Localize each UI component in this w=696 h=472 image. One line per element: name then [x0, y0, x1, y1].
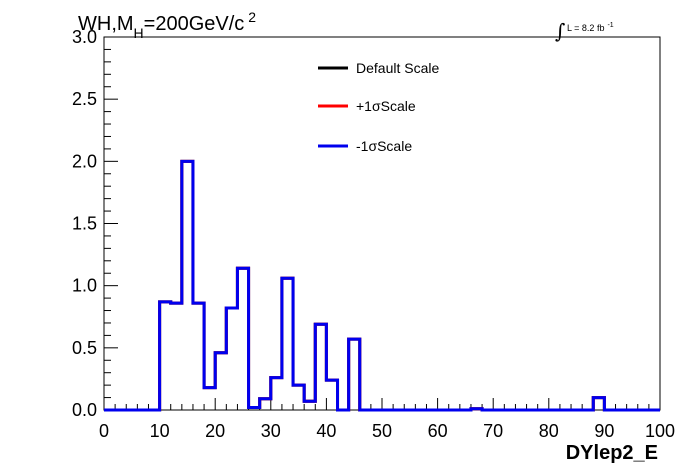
y-tick-label: 1.0 [72, 276, 97, 296]
legend-label-default: Default Scale [356, 60, 439, 76]
x-tick-label: 20 [205, 421, 225, 441]
series-layer [104, 159, 660, 412]
x-tick-label: 50 [372, 421, 392, 441]
y-tick-label: 3.0 [72, 27, 97, 47]
legend-label-minus: -1σScale [356, 138, 412, 154]
x-axis-title: DYlep2_E [566, 442, 658, 464]
x-tick-label: 0 [99, 421, 109, 441]
plot-frame [103, 36, 661, 411]
x-tick-label: 80 [539, 421, 559, 441]
x-tick-label: 90 [594, 421, 614, 441]
chart-title: WH,MH=200GeV/c 2 [78, 9, 256, 41]
x-tick-label: 60 [428, 421, 448, 441]
series-plus-sigma-line [104, 159, 660, 412]
x-tick-label: 70 [483, 421, 503, 441]
y-tick-label: 0.5 [72, 338, 97, 358]
y-axis: 0.0 0.5 1.0 1.5 2.0 2.5 3.0 [72, 27, 118, 420]
x-axis: 0 10 20 30 40 50 60 70 80 90 100 [99, 398, 675, 441]
lumi-integral-symbol: ∫ [555, 19, 565, 43]
lumi-label: L = 8.2 fb -1 [567, 22, 614, 33]
x-tick-label: 40 [316, 421, 336, 441]
x-tick-label: 10 [150, 421, 170, 441]
x-tick-label: 30 [261, 421, 281, 441]
y-tick-label: 2.5 [72, 89, 97, 109]
y-tick-label: 1.5 [72, 214, 97, 234]
y-tick-label: 2.0 [72, 151, 97, 171]
series-minus-sigma-line [104, 159, 660, 412]
x-tick-label: 100 [645, 421, 675, 441]
legend-label-plus: +1σScale [356, 98, 416, 114]
series-default-scale-line [104, 159, 660, 412]
y-tick-label: 0.0 [72, 400, 97, 420]
legend: Default Scale +1σScale -1σScale [318, 60, 439, 154]
